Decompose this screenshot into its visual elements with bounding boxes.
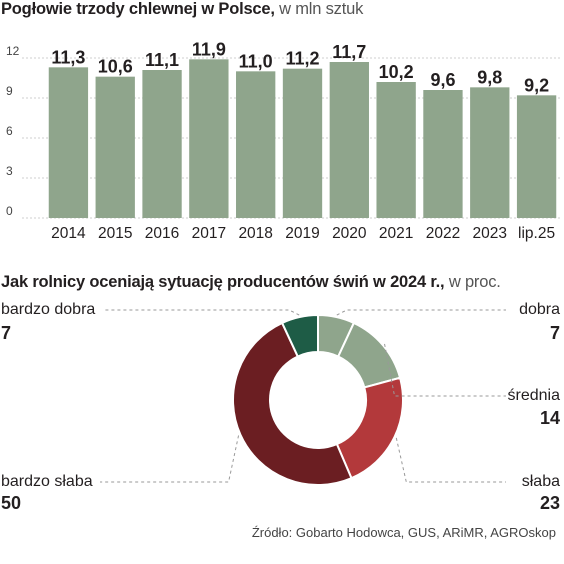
x-tick-label: 2021 — [379, 225, 413, 242]
x-tick-label: 2015 — [98, 225, 132, 242]
x-tick-label: 2016 — [145, 225, 179, 242]
bar — [470, 87, 510, 218]
bar — [236, 71, 276, 218]
x-tick-label: 2018 — [238, 225, 272, 242]
slice-label: słaba — [522, 473, 560, 490]
bar — [516, 95, 557, 218]
x-tick-label: 2020 — [332, 225, 367, 242]
x-tick-label: 2014 — [51, 225, 86, 242]
bar-value-label: 11,9 — [192, 39, 226, 59]
x-tick-label: 2022 — [426, 225, 460, 242]
bar — [329, 62, 369, 218]
bar-value-label: 11,2 — [285, 49, 319, 69]
slice-value: 23 — [540, 493, 560, 513]
bar — [189, 59, 229, 218]
slice-label: bardzo słaba — [1, 473, 93, 490]
leader-line — [336, 309, 506, 316]
bar-value-label: 11,1 — [145, 50, 179, 70]
slice-value: 14 — [540, 408, 560, 428]
donut-slice — [280, 313, 319, 358]
bar-value-label: 10,2 — [379, 62, 414, 82]
slice-value: 7 — [1, 323, 11, 343]
y-tick-label: 9 — [6, 84, 13, 98]
bar — [95, 76, 135, 218]
x-tick-label: 2017 — [192, 225, 226, 242]
bar-value-label: 9,8 — [477, 67, 502, 87]
y-tick-label: 3 — [6, 164, 13, 178]
bar — [142, 70, 182, 218]
donut-chart: dobra 7 średnia 14 słaba 23 bardzo słaba 50 bard… — [1, 301, 561, 513]
slice-value: 50 — [1, 493, 21, 513]
donut-slice — [232, 321, 353, 486]
bar — [376, 82, 416, 218]
leader-line — [384, 343, 506, 397]
x-tick-label: 2019 — [285, 225, 319, 242]
source-note: Źródło: Gobarto Hodowca, GUS, ARiMR, AGR… — [251, 525, 556, 540]
bar-value-label: 9,6 — [430, 70, 455, 90]
slice-label: bardzo dobra — [1, 301, 95, 318]
bar-value-label: 10,6 — [98, 57, 133, 77]
donut-chart-title: Jak rolnicy oceniają sytuację producentó… — [1, 273, 501, 291]
bar-value-label: 9,2 — [524, 75, 549, 95]
bar-value-label: 11,0 — [239, 51, 273, 71]
y-tick-label: 0 — [6, 204, 13, 218]
leader-line — [100, 435, 240, 483]
x-tick-label: lip.25 — [518, 225, 555, 242]
x-tick-label: 2023 — [473, 225, 507, 242]
bar-chart: 0 3 6 9 12 11,3 2014 10,6 2015 11,1 2016 11,9 2017 11… — [6, 39, 560, 242]
y-tick-label: 6 — [6, 124, 13, 138]
slice-label: średnia — [508, 387, 561, 404]
slice-label: dobra — [519, 301, 560, 318]
leader-line — [395, 437, 506, 483]
bar-value-label: 11,7 — [332, 42, 366, 62]
bar — [423, 90, 463, 218]
bar — [48, 67, 89, 218]
donut-slice — [335, 376, 404, 480]
y-tick-label: 12 — [6, 44, 20, 58]
bar — [282, 68, 323, 218]
slice-value: 7 — [550, 323, 560, 343]
bar-value-label: 11,3 — [51, 47, 85, 67]
bar-chart-title: Pogłowie trzody chlewnej w Polsce, w mln… — [1, 0, 364, 18]
leader-line — [104, 309, 300, 316]
